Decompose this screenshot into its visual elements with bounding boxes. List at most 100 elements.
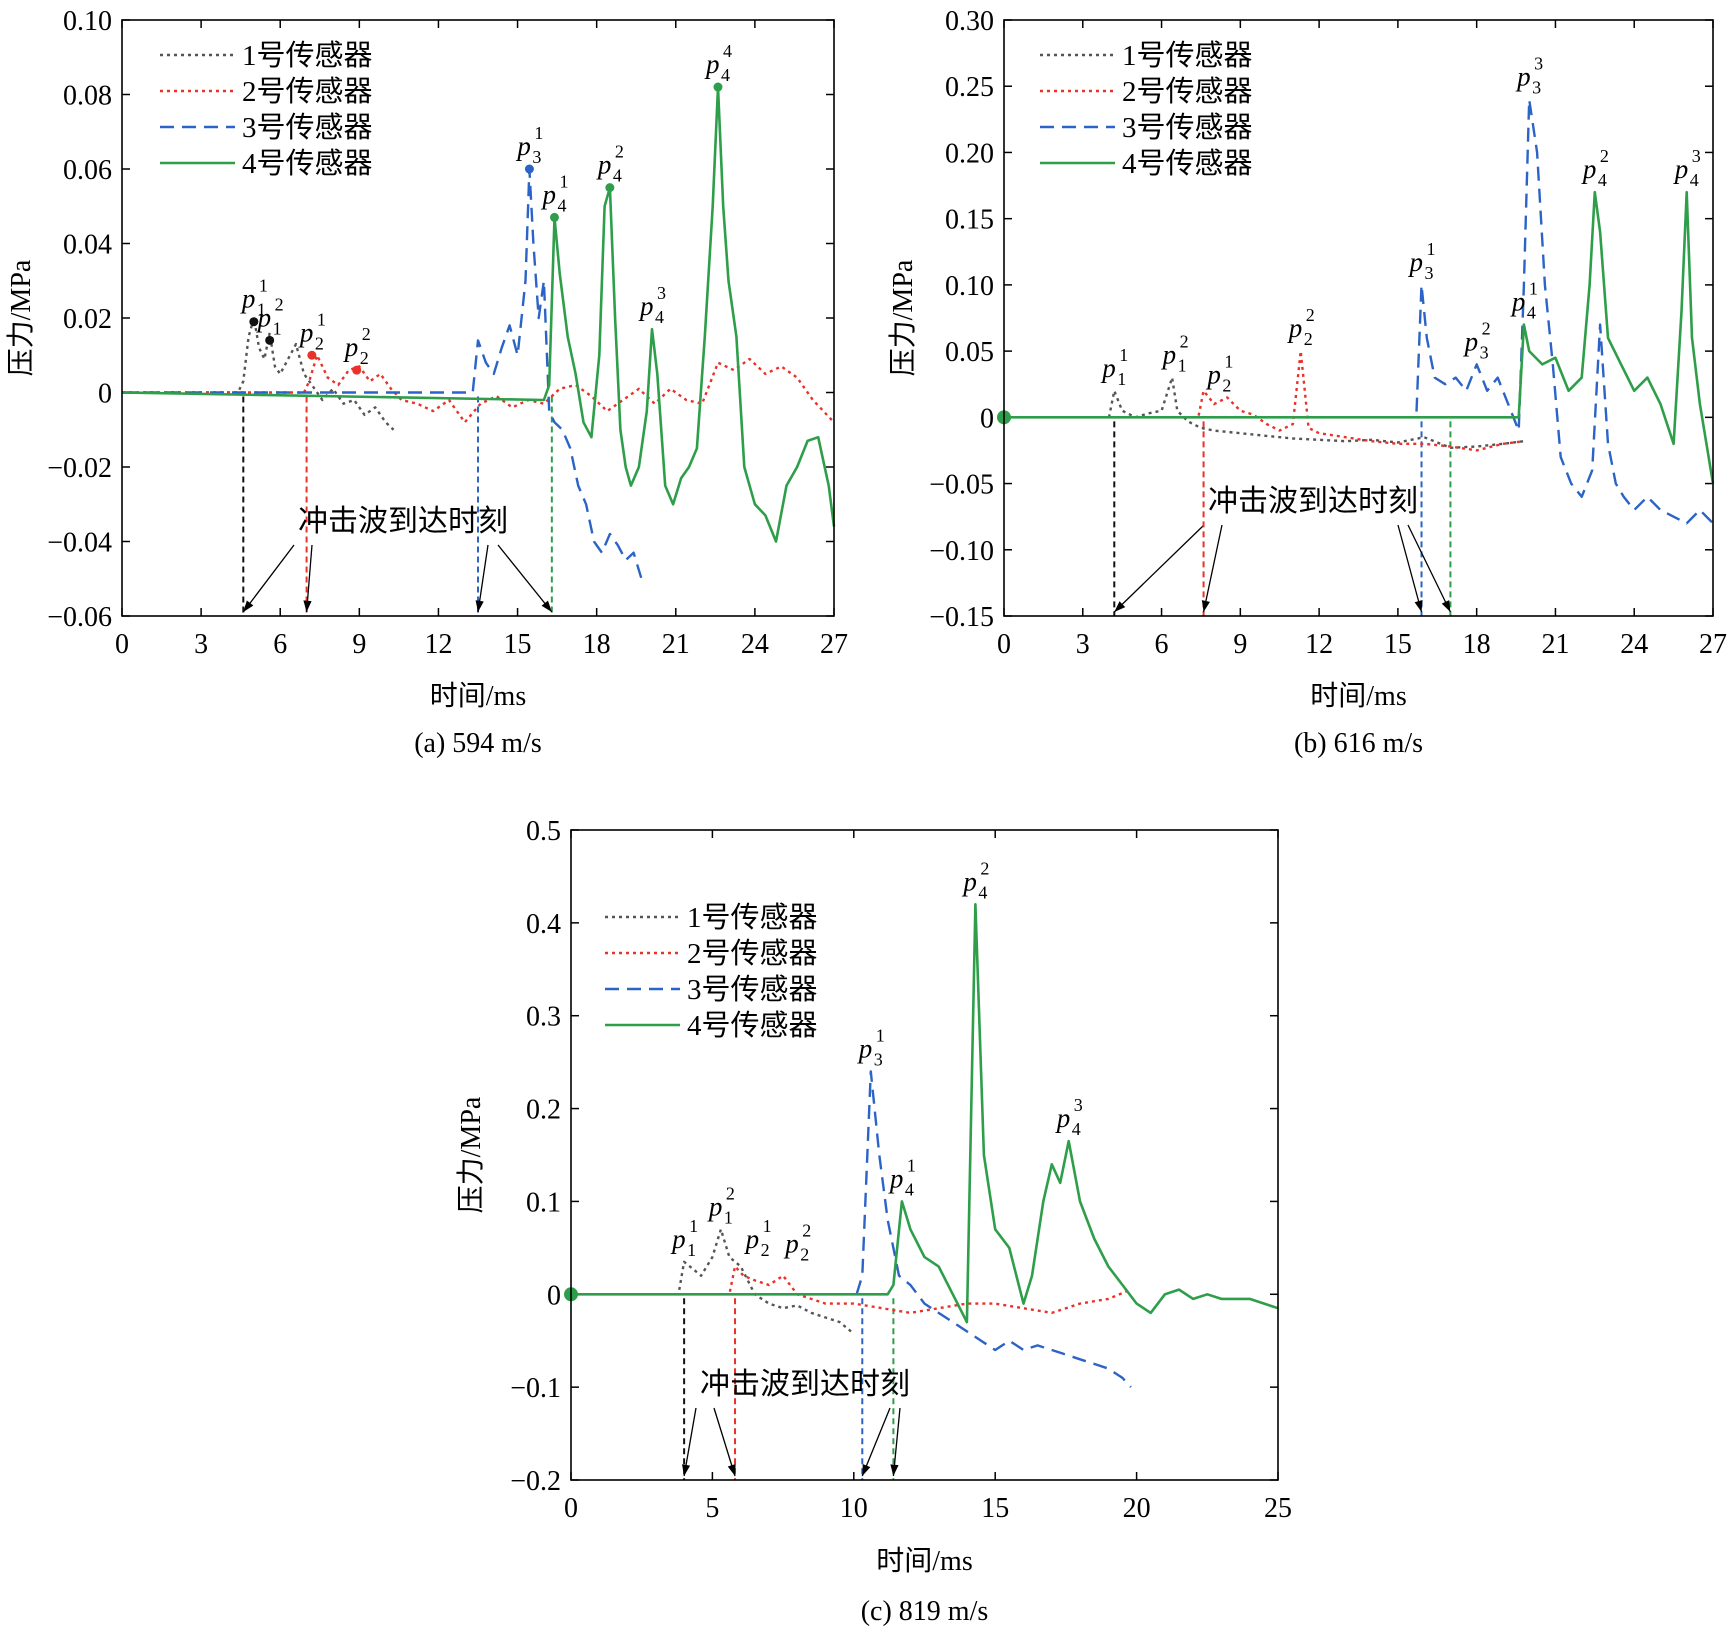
peak-label-base: p — [1515, 61, 1531, 91]
x-tick-label: 20 — [1123, 1493, 1151, 1524]
y-tick-label: 0.02 — [63, 304, 112, 335]
peak-label-sup: 1 — [259, 276, 268, 296]
arrow-head — [862, 1464, 871, 1476]
peak-label-base: p — [240, 284, 256, 314]
x-tick-label: 27 — [820, 629, 848, 660]
arrow-head — [1441, 600, 1451, 612]
arrival-arrow — [861, 1407, 891, 1477]
peak-label-sub: 1 — [724, 1207, 733, 1227]
peak-dot — [307, 350, 317, 360]
y-tick-label: −0.15 — [929, 602, 994, 633]
peak-label-sub: 1 — [1117, 369, 1126, 389]
arrival-annotation: 冲击波到达时刻 — [1208, 485, 1418, 518]
legend-label: 3号传感器 — [242, 111, 373, 144]
y-tick-label: −0.02 — [47, 453, 112, 484]
legend-label: 1号传感器 — [687, 901, 818, 934]
peak-label-sup: 2 — [1600, 146, 1609, 166]
series-line-3 — [122, 167, 643, 580]
peak-label: p 4 3 — [638, 283, 666, 327]
arrival-arrow — [1397, 524, 1423, 613]
peak-label-sub: 4 — [1072, 1119, 1081, 1139]
peak-label-sup: 2 — [802, 1220, 811, 1240]
arrow-head — [303, 600, 312, 612]
panel-caption: (a) 594 m/s — [414, 728, 542, 759]
arrival-annotation: 冲击波到达时刻 — [700, 1368, 910, 1401]
peak-label: p 4 2 — [1581, 146, 1609, 190]
arrival-arrow — [1202, 524, 1223, 613]
peak-label-sub: 4 — [1690, 170, 1699, 190]
peak-label-base: p — [783, 1228, 799, 1258]
peak-label-sup: 2 — [1482, 318, 1491, 338]
peak-label-sup: 3 — [1692, 146, 1701, 166]
arrival-annotation: 冲击波到达时刻 — [298, 505, 508, 538]
peak-label-sup: 2 — [980, 858, 989, 878]
peak-label-base: p — [1581, 154, 1597, 184]
series-line-2 — [571, 1265, 1132, 1315]
peak-label: p 4 1 — [888, 1155, 916, 1199]
x-tick-label: 18 — [1463, 629, 1491, 660]
y-tick-label: 0 — [547, 1280, 561, 1311]
peak-label-base: p — [888, 1163, 904, 1193]
peak-label-base: p — [638, 291, 654, 321]
arrival-arrow — [477, 544, 489, 613]
peak-label-sub: 3 — [1532, 77, 1541, 97]
legend-label: 3号传感器 — [1122, 111, 1253, 144]
peak-label: p 2 1 — [1205, 351, 1233, 395]
peak-label-sub: 2 — [315, 333, 324, 353]
y-tick-label: 0.1 — [526, 1187, 561, 1218]
peak-label-sub: 4 — [655, 307, 664, 327]
peak-label-sub: 2 — [1304, 329, 1313, 349]
peak-label-sub: 4 — [905, 1179, 914, 1199]
peak-label-sup: 1 — [534, 123, 543, 143]
peak-label: p 4 4 — [704, 41, 732, 85]
y-tick-label: 0.04 — [63, 230, 112, 261]
peak-label-base: p — [1287, 313, 1303, 343]
peak-label-sup: 3 — [657, 283, 666, 303]
y-tick-label: 0.05 — [945, 337, 994, 368]
x-tick-label: 5 — [705, 1493, 719, 1524]
peak-label: p 1 2 — [1161, 332, 1189, 376]
legend-label: 1号传感器 — [1122, 39, 1253, 72]
peak-dot — [524, 164, 534, 174]
y-tick-label: 0.15 — [945, 205, 994, 236]
legend-label: 2号传感器 — [242, 75, 373, 108]
y-tick-label: 0.3 — [526, 1002, 561, 1033]
peak-label: p 3 3 — [1515, 53, 1543, 97]
x-tick-label: 12 — [424, 629, 452, 660]
peak-label: p 4 1 — [540, 171, 568, 215]
peak-label-sup: 2 — [726, 1183, 735, 1203]
peak-label-base: p — [1408, 247, 1424, 277]
arrival-arrow — [713, 1407, 736, 1477]
panel-caption: (c) 819 m/s — [861, 1596, 989, 1627]
peak-label-sup: 3 — [1074, 1095, 1083, 1115]
peak-label: p 2 1 — [744, 1216, 772, 1260]
peak-label-sub: 3 — [874, 1049, 883, 1069]
peak-dot — [249, 317, 259, 327]
series-line-1 — [1004, 376, 1525, 449]
peak-label-sub: 4 — [978, 882, 987, 902]
peak-label-sub: 1 — [1178, 356, 1187, 376]
x-tick-label: 27 — [1699, 629, 1727, 660]
arrow-head — [541, 600, 552, 612]
peak-label-sub: 4 — [1598, 170, 1607, 190]
y-tick-label: 0.5 — [526, 816, 561, 847]
x-tick-label: 12 — [1305, 629, 1333, 660]
y-tick-label: −0.04 — [47, 528, 112, 559]
arrival-arrow — [1407, 524, 1451, 613]
x-tick-label: 18 — [583, 629, 611, 660]
peak-label: p 3 1 — [1408, 239, 1436, 283]
peak-label-sup: 2 — [1180, 332, 1189, 352]
x-tick-label: 3 — [194, 629, 208, 660]
peak-label: p 2 2 — [1287, 305, 1315, 349]
x-axis-label: 时间/ms — [876, 1545, 972, 1577]
peak-label-sup: 1 — [689, 1216, 698, 1236]
series-line-4 — [1004, 190, 1715, 484]
x-tick-label: 0 — [564, 1493, 578, 1524]
peak-label: p 2 2 — [343, 324, 371, 368]
peak-label-base: p — [744, 1224, 760, 1254]
peak-label-sub: 1 — [257, 300, 266, 320]
y-tick-label: 0.4 — [526, 909, 561, 940]
y-tick-label: 0.10 — [63, 6, 112, 37]
peak-label-sup: 2 — [1306, 305, 1315, 325]
